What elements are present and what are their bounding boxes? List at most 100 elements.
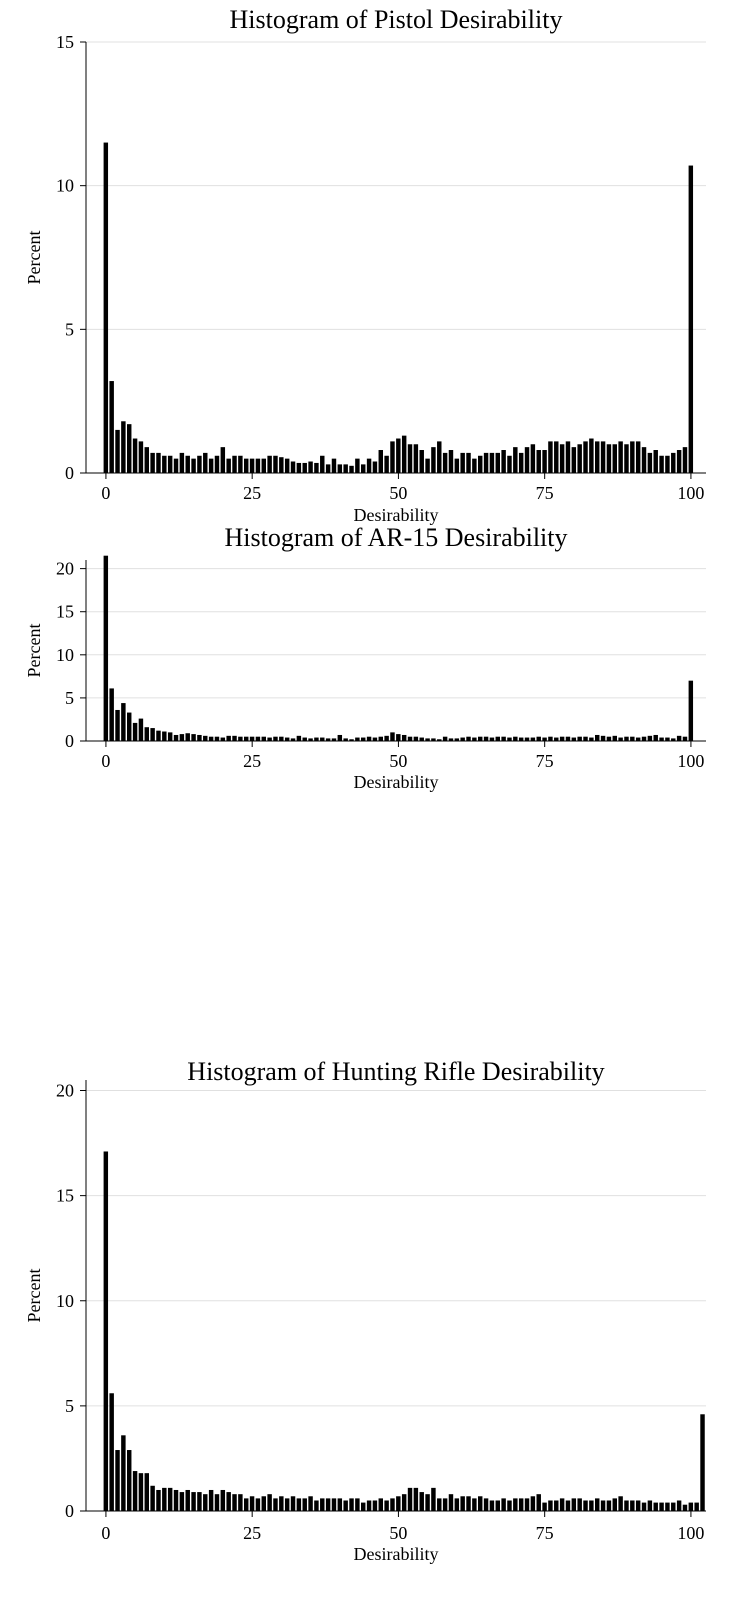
x-tick-label: 100: [677, 1523, 704, 1543]
histogram-bar: [255, 1498, 261, 1511]
histogram-bar: [641, 1502, 647, 1511]
y-tick-label: 0: [65, 1501, 74, 1521]
histogram-bar: [618, 1496, 623, 1511]
histogram-bar: [559, 736, 565, 741]
histogram-bar: [197, 1492, 202, 1511]
histogram-bar: [127, 424, 132, 473]
histogram-bar: [150, 452, 155, 473]
histogram-bar: [361, 737, 366, 741]
histogram-bar: [203, 452, 208, 473]
histogram-bar: [630, 1500, 635, 1511]
histogram-bar: [191, 458, 196, 473]
histogram-bar: [401, 734, 407, 741]
x-tick-label: 25: [243, 751, 261, 771]
histogram-bar: [635, 441, 641, 473]
histogram-bar: [513, 1498, 518, 1511]
histogram-bar: [518, 737, 524, 741]
histogram-bar: [565, 441, 571, 473]
histogram-bar: [507, 455, 512, 473]
histogram-bar: [127, 712, 132, 741]
histogram-bar: [671, 1502, 676, 1511]
histogram-bar: [606, 444, 612, 473]
y-tick-label: 0: [65, 731, 74, 751]
histogram-bar: [682, 1504, 688, 1511]
histogram-bar: [150, 1485, 155, 1511]
histogram-bar: [676, 735, 682, 741]
chart-title: Histogram of Hunting Rifle Desirability: [187, 1057, 604, 1086]
histogram-bar: [665, 737, 670, 741]
histogram-bar: [290, 461, 296, 473]
histogram-bar: [542, 1502, 547, 1511]
histogram-bar: [554, 441, 559, 473]
histogram-bar: [483, 452, 489, 473]
histogram-bar: [191, 1492, 196, 1511]
histogram-bar: [694, 1502, 699, 1511]
histogram-bar: [296, 1498, 302, 1511]
histogram-bar: [208, 736, 214, 741]
histogram-bar: [173, 1489, 179, 1511]
x-tick-label: 25: [243, 483, 261, 503]
histogram-bar: [349, 465, 354, 473]
histogram-bar: [220, 1489, 226, 1511]
histogram-bar: [203, 735, 208, 741]
histogram-bar: [238, 736, 243, 741]
histogram-bar: [255, 736, 261, 741]
x-tick-label: 0: [101, 483, 110, 503]
histogram-bar: [495, 736, 500, 741]
histogram-bar: [132, 438, 138, 473]
histogram-bar: [302, 1498, 307, 1511]
histogram-bar: [501, 736, 506, 741]
histogram-bar: [162, 455, 167, 473]
histogram-bar: [460, 737, 465, 741]
histogram-bar: [495, 1500, 500, 1511]
histogram-bar: [419, 1492, 424, 1511]
histogram-bar: [600, 735, 606, 741]
histogram-bar: [612, 1498, 617, 1511]
histogram-bar: [372, 1500, 378, 1511]
histogram-bar: [425, 458, 430, 473]
histogram-bar: [325, 738, 331, 741]
histogram-bar: [173, 458, 179, 473]
histogram-bar: [472, 458, 477, 473]
histogram-bar: [279, 736, 284, 741]
ar15-histogram-chart: 0 5 10 15 20 0 25 50 75 100 Histogram of AR-15 Des…: [24, 523, 706, 792]
histogram-bar: [413, 736, 419, 741]
y-axis-label: Percent: [24, 1269, 44, 1323]
histogram-bar: [489, 737, 495, 741]
histogram-bar: [419, 737, 424, 741]
histogram-bar: [700, 1414, 705, 1511]
histogram-bar: [167, 455, 173, 473]
histogram-bar: [267, 455, 272, 473]
histogram-bar: [472, 1498, 477, 1511]
histogram-bar: [249, 458, 255, 473]
histogram-bar: [396, 438, 401, 473]
histogram-bar: [647, 1500, 653, 1511]
histogram-bar: [384, 1500, 389, 1511]
histogram-bar: [688, 680, 694, 741]
histogram-bar: [571, 1498, 577, 1511]
histogram-bar: [577, 1498, 582, 1511]
histogram-bar: [513, 447, 518, 473]
histogram-bar: [121, 1435, 126, 1511]
histogram-bar: [671, 452, 676, 473]
histogram-bar: [478, 1496, 483, 1511]
histogram-bar: [284, 737, 290, 741]
histogram-bar: [554, 737, 559, 741]
histogram-bar: [501, 450, 506, 473]
x-tick-label: 0: [101, 1523, 110, 1543]
histogram-bar: [489, 452, 495, 473]
histogram-bar: [115, 709, 120, 741]
histogram-bar: [284, 1498, 290, 1511]
histogram-bar: [518, 1498, 524, 1511]
histogram-bar: [647, 735, 653, 741]
histogram-bar: [524, 447, 530, 473]
histogram-bar: [571, 447, 577, 473]
histogram-bar: [384, 455, 389, 473]
histogram-bar: [378, 1498, 383, 1511]
histogram-bar: [624, 1500, 629, 1511]
histogram-bar: [565, 736, 571, 741]
histogram-bar: [577, 736, 582, 741]
histogram-bar: [524, 737, 530, 741]
histogram-bar: [542, 737, 547, 741]
histogram-bar: [156, 730, 161, 741]
